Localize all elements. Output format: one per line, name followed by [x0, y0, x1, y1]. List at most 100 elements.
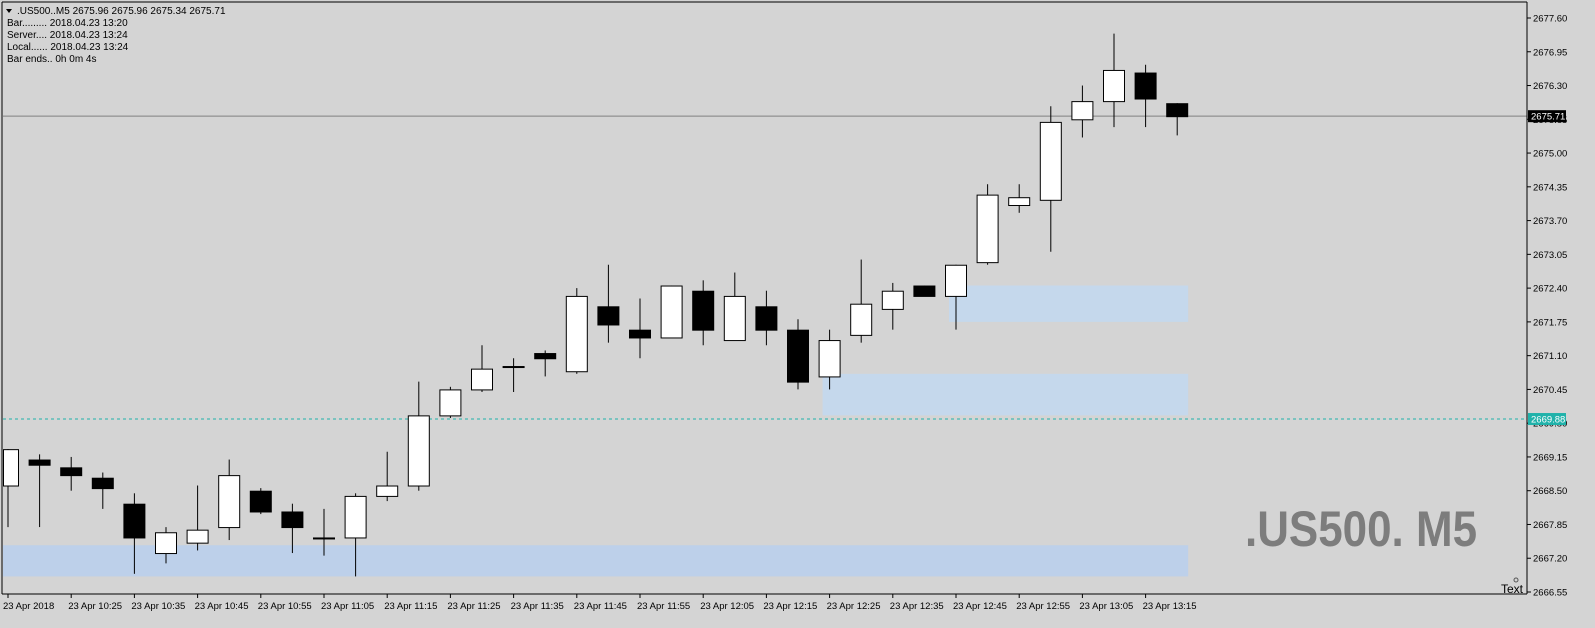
candle	[439, 386, 462, 418]
y-tick-label: 2672.40	[1533, 284, 1567, 295]
info-local-time: Local...... 2018.04.23 13:24	[7, 42, 129, 53]
candle-body	[60, 467, 83, 477]
info-bar-time: Bar......... 2018.04.23 13:20	[7, 18, 128, 29]
y-tick-label: 2673.70	[1533, 216, 1567, 227]
candle	[1166, 103, 1189, 136]
y-tick-label: 2671.75	[1533, 317, 1567, 328]
x-tick-label: 23 Apr 10:35	[131, 601, 185, 612]
candle	[123, 493, 146, 574]
current-price-tag: 2675.71	[1528, 110, 1566, 123]
x-tick-label: 23 Apr 11:05	[321, 601, 374, 612]
candle-body	[28, 459, 51, 466]
candle-body	[976, 194, 999, 264]
zones-layer	[3, 285, 1189, 577]
candle	[660, 285, 683, 339]
candle-body	[1103, 69, 1125, 103]
candle	[218, 459, 241, 541]
candle-body	[376, 485, 399, 497]
candle	[313, 508, 335, 556]
candle	[534, 350, 557, 377]
candle	[28, 454, 51, 528]
y-tick-label: 2669.15	[1533, 452, 1567, 463]
candle-body	[913, 285, 936, 297]
dotted-level-tag-bg	[1528, 413, 1566, 426]
candle-body	[1071, 101, 1094, 121]
x-tick-label: 23 Apr 12:35	[890, 601, 944, 612]
candle-body	[471, 368, 493, 391]
x-tick-label: 23 Apr 12:45	[953, 601, 1007, 612]
candle	[976, 184, 999, 265]
time-axis: 23 Apr 2018 23 Apr 10:25 23 Apr 10:35 23 Ap…	[3, 594, 1196, 612]
info-panel: .US500..M5 2675.96 2675.96 2675.34 2675.…	[6, 6, 226, 65]
y-tick-label: 2670.45	[1533, 385, 1567, 396]
y-tick-label: 2677.60	[1533, 14, 1567, 25]
candle-body	[881, 290, 904, 310]
y-tick-label: 2673.05	[1533, 250, 1567, 261]
candle	[91, 472, 114, 509]
candle-body	[565, 295, 588, 373]
dotted-level-tag-label: 2669.88	[1531, 415, 1565, 426]
anchor-icon[interactable]	[1513, 577, 1519, 583]
x-tick-label: 23 Apr 13:05	[1079, 601, 1133, 612]
candle	[249, 488, 272, 515]
candle-body	[945, 264, 967, 297]
x-tick-label: 23 Apr 10:45	[195, 601, 249, 612]
candle-body	[597, 306, 620, 326]
candle	[850, 259, 873, 343]
candle-body	[218, 475, 241, 529]
x-tick-label: 23 Apr 11:25	[447, 601, 500, 612]
candle	[344, 493, 367, 577]
candle	[502, 358, 525, 393]
candle-body	[850, 303, 873, 336]
candle-body	[439, 389, 462, 417]
candle-body	[787, 329, 809, 383]
candle	[881, 282, 904, 330]
candle	[281, 503, 304, 554]
candle-body	[407, 415, 430, 487]
current-price-tag-label: 2675.71	[1531, 112, 1565, 123]
candle-body	[534, 353, 557, 360]
zone-rect-0	[3, 545, 1189, 577]
candle	[1103, 33, 1125, 128]
candle-body	[755, 306, 778, 331]
x-tick-label: 23 Apr 11:15	[384, 601, 437, 612]
y-tick-label: 2674.35	[1533, 182, 1567, 193]
candle	[723, 272, 746, 342]
candle	[60, 456, 83, 491]
candle	[692, 280, 715, 346]
candle	[471, 345, 493, 393]
candle-body	[818, 340, 841, 378]
text-object[interactable]: Text	[1501, 577, 1524, 596]
candle	[597, 264, 620, 343]
candle	[818, 329, 841, 390]
candle	[376, 451, 399, 502]
candle	[1008, 184, 1031, 213]
price-axis: 2677.602676.952676.302675.652675.002674.…	[1527, 14, 1567, 599]
candle	[1039, 106, 1062, 252]
x-tick-label: 23 Apr 11:35	[511, 601, 564, 612]
candle	[407, 381, 430, 491]
candle-body	[1008, 197, 1031, 207]
y-tick-label: 2667.85	[1533, 520, 1567, 531]
candle-body	[629, 329, 651, 339]
x-tick-label: 23 Apr 12:05	[700, 601, 754, 612]
zone-rect-2	[949, 285, 1189, 322]
y-tick-label: 2668.50	[1533, 486, 1567, 497]
candle-body	[723, 295, 746, 342]
candle-body	[281, 511, 304, 529]
x-tick-label: 23 Apr 11:55	[637, 601, 690, 612]
candle	[629, 298, 651, 359]
candle	[913, 285, 936, 297]
candle-body	[3, 449, 19, 487]
dotted-level-tag: 2669.88	[1528, 413, 1566, 426]
y-tick-label: 2675.00	[1533, 149, 1567, 160]
dropdown-icon[interactable]	[6, 9, 12, 13]
y-tick-label: 2667.20	[1533, 554, 1567, 565]
candle-body	[249, 490, 272, 513]
candle	[1134, 64, 1157, 128]
text-label: Text	[1501, 582, 1524, 596]
candle	[945, 264, 967, 330]
